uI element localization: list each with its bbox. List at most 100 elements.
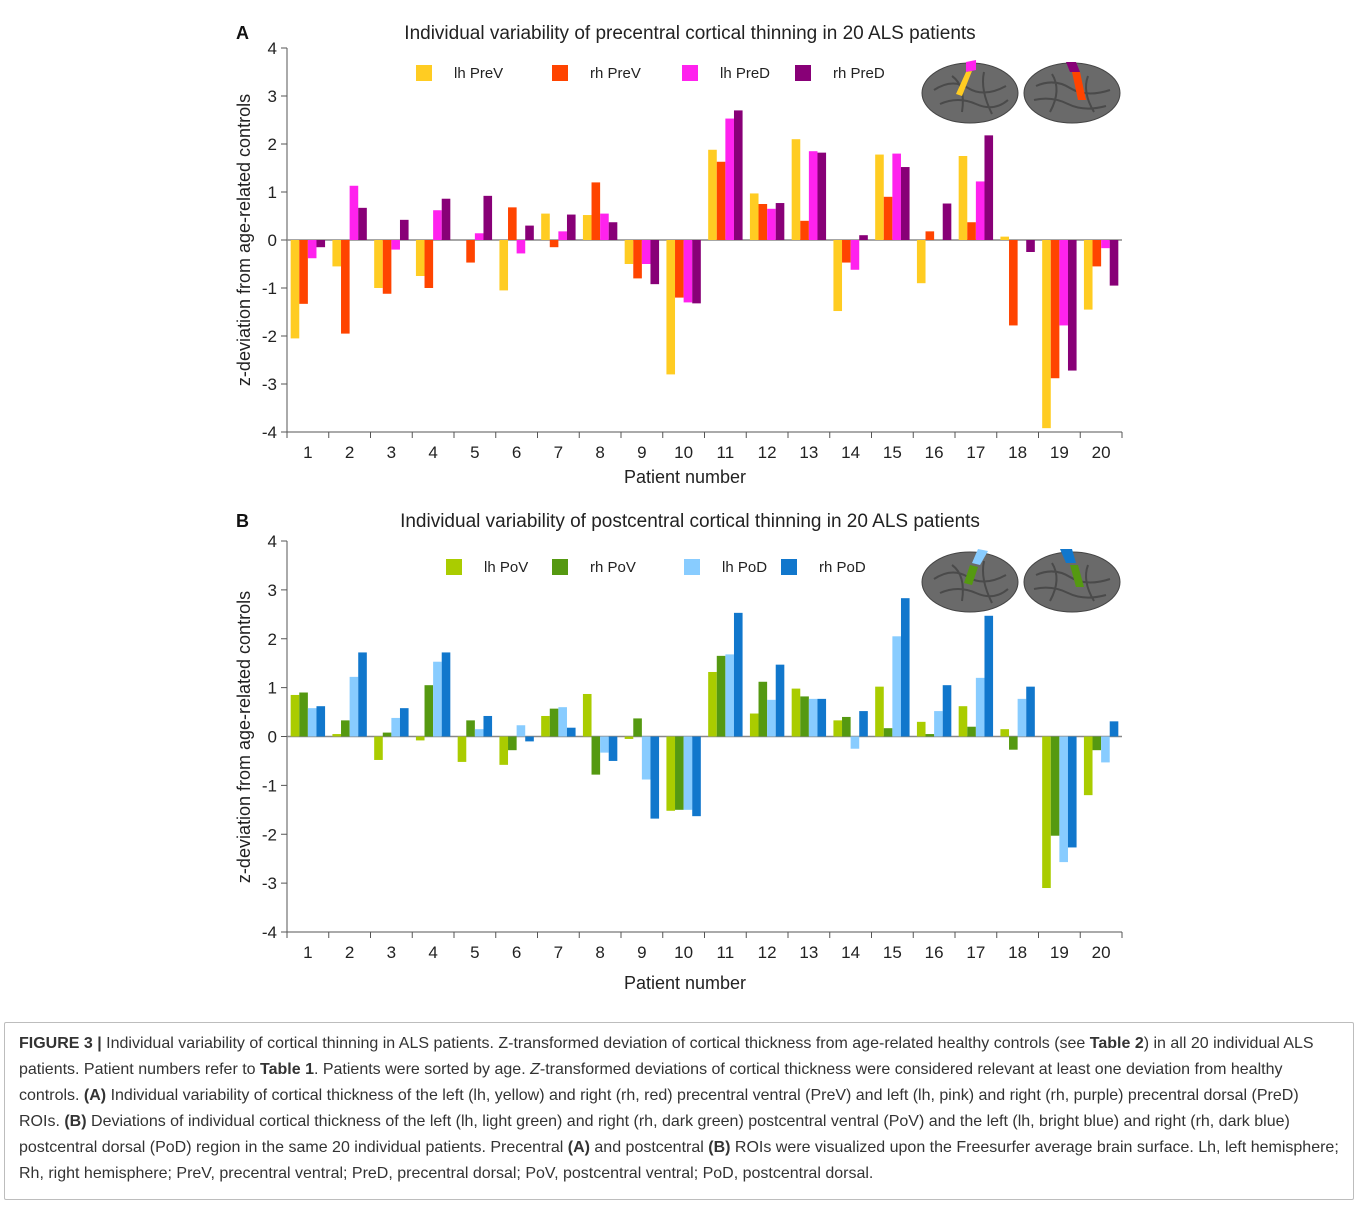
bar-lh-prev bbox=[1083, 240, 1093, 310]
bar-rh-pov bbox=[967, 726, 976, 737]
bar-lh-pod bbox=[1101, 736, 1110, 763]
bar-lh-prev bbox=[708, 149, 717, 240]
caption-text: -transformed deviations of cortical thic… bbox=[19, 1061, 1283, 1104]
y-tick-label: -2 bbox=[262, 825, 277, 844]
y-tick-label: -3 bbox=[262, 874, 277, 893]
legend-swatch bbox=[416, 65, 432, 81]
bar-lh-prev bbox=[833, 240, 843, 312]
brain-inset bbox=[921, 60, 1121, 124]
bar-rh-pov bbox=[382, 732, 392, 737]
bar-lh-pred bbox=[975, 181, 985, 240]
bar-rh-pov bbox=[925, 734, 935, 737]
bar-lh-pred bbox=[433, 210, 442, 240]
bar-rh-pred bbox=[859, 235, 868, 240]
bar-lh-prev bbox=[749, 193, 759, 240]
bar-lh-prev bbox=[541, 213, 550, 240]
bar-rh-pod bbox=[525, 736, 534, 742]
bar-lh-pred bbox=[600, 213, 609, 240]
bar-rh-pod bbox=[775, 664, 785, 737]
bar-rh-pov bbox=[424, 685, 434, 737]
x-tick-label: 4 bbox=[428, 943, 437, 962]
x-tick-label: 3 bbox=[387, 443, 396, 462]
caption-panel-ref: (B) bbox=[64, 1113, 87, 1130]
bar-lh-pod bbox=[892, 636, 901, 737]
bar-rh-prev bbox=[424, 240, 434, 288]
y-tick-label: -3 bbox=[262, 375, 277, 394]
caption-text: and postcentral bbox=[589, 1139, 709, 1156]
bar-lh-pod bbox=[767, 699, 776, 737]
x-tick-label: 18 bbox=[1008, 443, 1027, 462]
bar-rh-pov bbox=[758, 681, 768, 737]
legend-swatch bbox=[795, 65, 811, 81]
x-tick-label: 9 bbox=[637, 943, 646, 962]
y-tick-label: 3 bbox=[268, 581, 277, 600]
legend-label: lh PreV bbox=[454, 65, 503, 82]
bar-rh-pred bbox=[775, 203, 785, 240]
bar-rh-pov bbox=[341, 720, 350, 737]
bar-lh-pred bbox=[850, 240, 860, 270]
x-tick-label: 10 bbox=[674, 943, 693, 962]
legend: lh PoV rh PoV lh PoD rh PoD bbox=[446, 559, 866, 576]
bar-lh-pov bbox=[1042, 736, 1051, 889]
bar-lh-pov bbox=[582, 693, 592, 737]
bar-lh-pod bbox=[516, 725, 526, 737]
bar-lh-pod bbox=[641, 736, 651, 780]
bar-rh-pod bbox=[1109, 721, 1119, 737]
bar-lh-pov bbox=[457, 736, 467, 762]
bar-lh-pod bbox=[1059, 736, 1068, 863]
x-tick-label: 2 bbox=[345, 943, 354, 962]
legend-swatch bbox=[682, 65, 698, 81]
x-tick-label: 8 bbox=[595, 443, 604, 462]
bar-rh-pod bbox=[399, 708, 409, 737]
bar-lh-pred bbox=[808, 151, 818, 240]
brain-roi-lh-pov bbox=[964, 565, 978, 585]
bar-lh-pov bbox=[916, 721, 926, 737]
bar-lh-prev bbox=[1000, 236, 1010, 240]
chart-title: Individual variability of postcentral co… bbox=[400, 511, 980, 532]
bar-lh-pov bbox=[666, 736, 676, 811]
bar-lh-pred bbox=[892, 153, 901, 240]
bar-rh-prev bbox=[800, 220, 809, 240]
bar-rh-pod bbox=[441, 652, 451, 737]
chart-title: Individual variability of precentral cor… bbox=[404, 23, 975, 44]
y-tick-label: 2 bbox=[268, 630, 277, 649]
bar-lh-pod bbox=[433, 661, 442, 737]
bar-rh-prev bbox=[466, 240, 475, 263]
y-tick-label: -1 bbox=[262, 776, 277, 795]
panel-b: B Individual variability of postcentral … bbox=[234, 511, 1123, 993]
bar-lh-pov bbox=[1083, 736, 1093, 796]
x-tick-label: 14 bbox=[841, 443, 860, 462]
bar-lh-pred bbox=[767, 208, 776, 240]
x-tick-label: 8 bbox=[595, 943, 604, 962]
legend-swatch bbox=[446, 559, 462, 575]
x-tick-label: 20 bbox=[1092, 443, 1111, 462]
bar-lh-pod bbox=[934, 711, 943, 737]
bar-rh-pov bbox=[299, 692, 308, 737]
bars-group bbox=[290, 110, 1119, 429]
y-tick-label: 4 bbox=[268, 39, 277, 58]
bar-rh-pred bbox=[650, 240, 660, 285]
bar-lh-pov bbox=[958, 706, 968, 737]
bar-rh-pod bbox=[483, 715, 493, 737]
brain-right-sulci bbox=[1033, 562, 1111, 602]
bar-lh-prev bbox=[958, 156, 968, 240]
y-axis-label: z-deviation from age-related controls bbox=[234, 94, 254, 386]
bar-rh-prev bbox=[716, 161, 726, 240]
bar-rh-pred bbox=[817, 152, 827, 240]
bar-rh-pred bbox=[566, 214, 576, 240]
caption-panel-ref: (A) bbox=[567, 1139, 590, 1156]
x-tick-label: 11 bbox=[717, 943, 735, 962]
bar-rh-pov bbox=[549, 708, 559, 737]
panel-a: A Individual variability of precentral c… bbox=[234, 23, 1123, 487]
bar-lh-pov bbox=[541, 715, 550, 737]
bar-lh-pod bbox=[1017, 698, 1027, 737]
bar-lh-prev bbox=[916, 240, 926, 284]
bar-lh-pred bbox=[1101, 240, 1110, 249]
bar-rh-prev bbox=[967, 222, 976, 240]
bar-lh-prev bbox=[582, 215, 592, 240]
bar-lh-prev bbox=[791, 139, 801, 240]
bar-rh-pod bbox=[859, 711, 868, 737]
bar-rh-pod bbox=[358, 652, 367, 737]
bar-lh-pred bbox=[516, 240, 526, 254]
x-tick-label: 7 bbox=[554, 443, 563, 462]
